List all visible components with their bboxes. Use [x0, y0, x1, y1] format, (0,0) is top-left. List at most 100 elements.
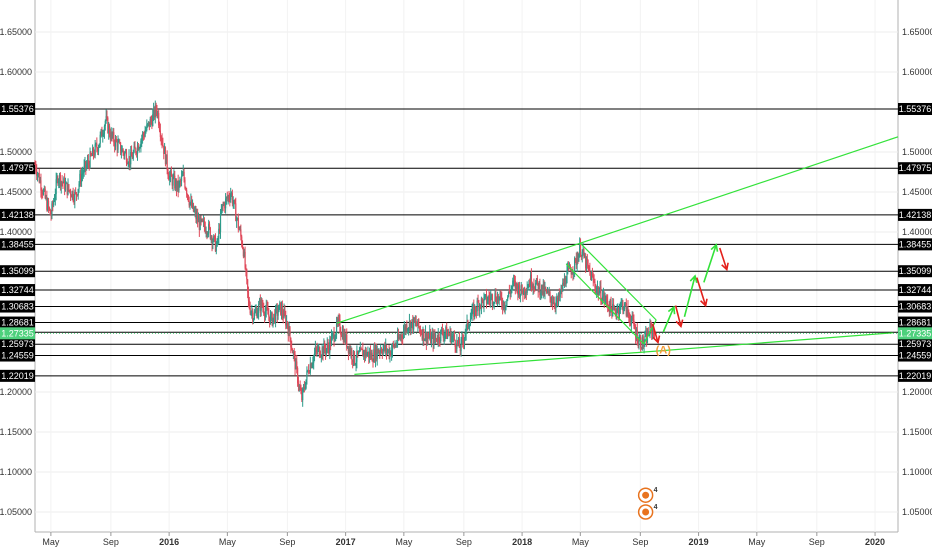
candle-body: [194, 210, 196, 212]
y-axis-right[interactable]: 1.65000 1.60000 1.50000 1.45000 1.40000 1.200…: [902, 27, 932, 517]
candle-body: [92, 148, 94, 156]
candle-body: [99, 134, 101, 144]
candle-body: [187, 195, 189, 201]
candle-body: [202, 219, 204, 222]
candle-body: [54, 194, 56, 200]
candle-body: [89, 152, 91, 168]
candle-body: [576, 258, 578, 266]
candle-body: [536, 278, 538, 283]
candle-body: [496, 296, 499, 304]
candle-body: [35, 164, 37, 171]
candle-body: [307, 370, 309, 372]
candle-body: [430, 331, 432, 343]
candle-body: [340, 331, 342, 335]
candle-body: [182, 171, 184, 176]
event-marker-dot: [642, 508, 650, 516]
candle-body: [180, 176, 183, 181]
candle-body: [338, 318, 340, 320]
arrow-down-shaft: [674, 305, 682, 327]
candle-body: [143, 135, 145, 137]
candle-body: [114, 142, 116, 147]
candle-body: [381, 352, 383, 355]
candle-body: [548, 291, 550, 293]
candle-body: [627, 306, 629, 314]
candle-body: [111, 132, 113, 137]
candle-body: [335, 321, 338, 335]
candle-body: [396, 344, 398, 346]
candle-body: [470, 315, 472, 320]
candle-body: [323, 343, 325, 355]
candle-body: [547, 290, 549, 293]
arrow-down-head: [721, 262, 729, 272]
candle-body: [602, 293, 605, 297]
candle-body: [380, 349, 383, 353]
candle-body: [435, 337, 437, 339]
candle-body: [155, 105, 157, 111]
candle-body: [524, 287, 526, 294]
candle-body: [610, 299, 612, 308]
candle-body: [624, 302, 627, 304]
candle-body: [216, 239, 218, 246]
candle-body: [297, 383, 300, 387]
candle-body: [148, 121, 150, 127]
y-axis-left[interactable]: 1.65000 1.60000 1.50000 1.45000 1.40000 1.200…: [0, 27, 32, 517]
candle-body: [336, 321, 339, 323]
candle-body: [284, 310, 286, 315]
level-tag-right: [898, 265, 932, 278]
candle-body: [69, 190, 72, 196]
candle-body: [53, 201, 55, 206]
candle-body: [414, 321, 416, 323]
level-tag-right-text: 1.35099: [899, 266, 932, 276]
candle-body: [346, 346, 349, 348]
candle-body: [92, 148, 95, 155]
candle-body: [152, 108, 155, 115]
candle-body: [189, 202, 191, 206]
candle-body: [464, 333, 466, 338]
candle-body: [607, 301, 609, 307]
candle-body: [541, 284, 544, 294]
candle-body: [366, 353, 368, 357]
candle-body: [617, 307, 619, 311]
arrow-up-head: [689, 274, 698, 283]
candle-body: [209, 227, 211, 239]
candle-body: [312, 362, 314, 365]
candle-body: [442, 333, 444, 338]
candle-body: [611, 307, 613, 317]
candle-body: [385, 345, 387, 351]
level-tag-left: [0, 284, 35, 297]
candle-body: [38, 173, 40, 183]
level-tag-left-text: 1.30683: [1, 302, 34, 312]
candle-body: [495, 293, 497, 301]
candle-body: [589, 269, 591, 273]
level-tag-right: [898, 102, 932, 115]
candle-body: [505, 305, 507, 307]
candle-body: [439, 340, 441, 342]
candle-body: [599, 286, 601, 292]
candle-body: [526, 288, 528, 293]
candle-body: [120, 152, 123, 153]
candle-body: [585, 258, 588, 269]
candle-body: [592, 276, 594, 281]
candle-body: [402, 337, 404, 339]
candle-body: [318, 347, 320, 349]
event-marker-dot: [642, 491, 650, 499]
candle-body: [263, 308, 265, 314]
candle-body: [542, 284, 544, 294]
candle-body: [208, 223, 210, 234]
candle-body: [147, 121, 150, 124]
x-axis[interactable]: May Sep 2016 May Sep 2017 May Sep 2018 May Sep 2019…: [42, 532, 885, 547]
candle-body: [39, 180, 41, 183]
candle-body: [168, 175, 170, 181]
candle-body: [590, 272, 592, 281]
candle-body: [554, 305, 556, 308]
candle-body: [197, 215, 199, 223]
candle-body: [514, 280, 516, 289]
candle-body: [475, 311, 477, 312]
candle-body: [215, 245, 217, 252]
candle-body: [445, 327, 447, 334]
candle-body: [484, 295, 486, 298]
candle-body: [515, 282, 517, 289]
candle-body: [425, 332, 427, 344]
candle-body: [510, 288, 512, 294]
candle-body: [395, 344, 397, 346]
